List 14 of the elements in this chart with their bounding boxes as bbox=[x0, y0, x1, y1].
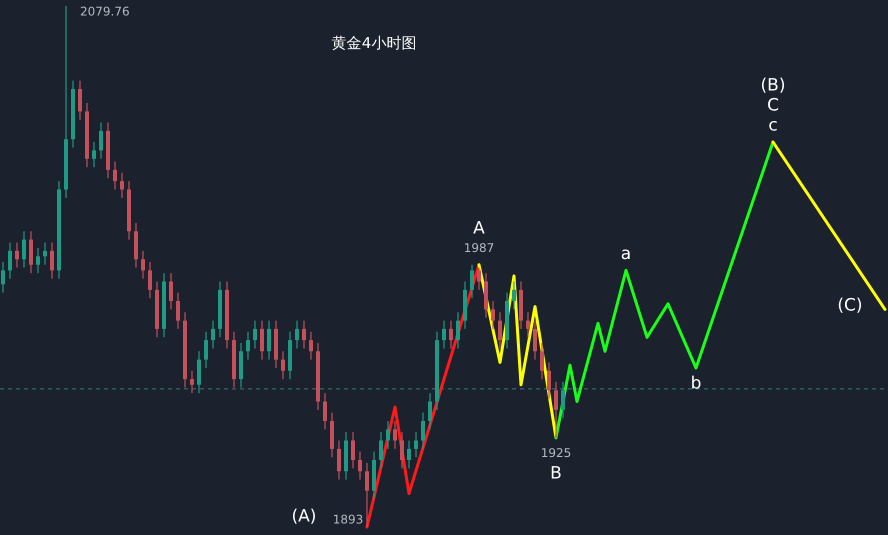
text: 黄金4小时图 bbox=[332, 34, 416, 52]
annotation: 2079.76 bbox=[80, 4, 130, 18]
annotation: 1893 bbox=[332, 512, 364, 526]
annotation: 1987 bbox=[464, 241, 494, 256]
annotation: (A) bbox=[292, 506, 316, 527]
annotation: C bbox=[767, 96, 779, 116]
annotation: c bbox=[768, 116, 778, 136]
annotation: A bbox=[473, 218, 486, 238]
annotation: B bbox=[550, 463, 562, 484]
annotation: (B) bbox=[760, 76, 786, 96]
annotation: 1925 bbox=[540, 446, 572, 460]
annotation: b bbox=[690, 374, 702, 394]
annotation: (C) bbox=[837, 296, 863, 316]
annotation: a bbox=[620, 244, 632, 264]
